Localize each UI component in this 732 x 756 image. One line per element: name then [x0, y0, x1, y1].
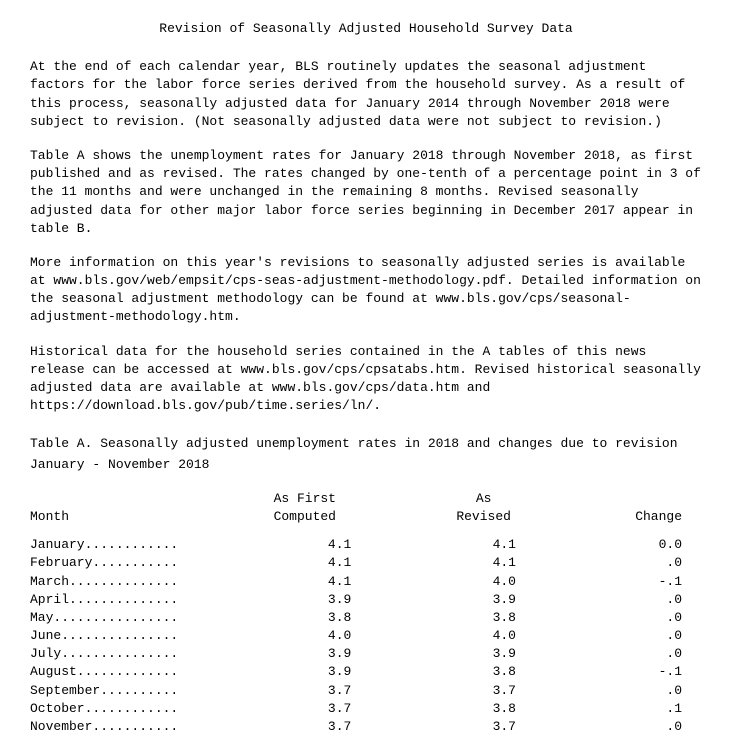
table-row: June...............4.04.0.0	[30, 627, 702, 645]
cell-change: .0	[566, 645, 702, 663]
paragraph-1: At the end of each calendar year, BLS ro…	[30, 58, 702, 131]
table-row: November...........3.73.7.0	[30, 718, 702, 736]
cell-month: July...............	[30, 645, 208, 663]
cell-change: .0	[566, 682, 702, 700]
cell-first: 3.9	[208, 591, 401, 609]
table-row: April..............3.93.9.0	[30, 591, 702, 609]
cell-change: .0	[566, 591, 702, 609]
table-row: February...........4.14.1.0	[30, 554, 702, 572]
cell-revised: 3.7	[401, 718, 566, 736]
cell-revised: 3.9	[401, 591, 566, 609]
header-change: Change	[566, 490, 702, 536]
table-row: October............3.73.8.1	[30, 700, 702, 718]
table-row: August.............3.93.8-.1	[30, 663, 702, 681]
cell-revised: 4.0	[401, 573, 566, 591]
cell-first: 3.7	[208, 682, 401, 700]
cell-revised: 3.8	[401, 609, 566, 627]
table-row: March..............4.14.0-.1	[30, 573, 702, 591]
cell-revised: 3.8	[401, 700, 566, 718]
cell-first: 4.1	[208, 573, 401, 591]
cell-first: 4.1	[208, 536, 401, 554]
table-subtitle: January - November 2018	[30, 456, 702, 474]
cell-revised: 3.8	[401, 663, 566, 681]
cell-change: .1	[566, 700, 702, 718]
table-title: Table A. Seasonally adjusted unemploymen…	[30, 435, 702, 453]
cell-revised: 3.9	[401, 645, 566, 663]
cell-revised: 4.1	[401, 536, 566, 554]
cell-month: January............	[30, 536, 208, 554]
table-row: July...............3.93.9.0	[30, 645, 702, 663]
cell-month: April..............	[30, 591, 208, 609]
cell-first: 3.8	[208, 609, 401, 627]
cell-first: 3.7	[208, 700, 401, 718]
document-title: Revision of Seasonally Adjusted Househol…	[30, 20, 702, 38]
cell-month: November...........	[30, 718, 208, 736]
cell-change: .0	[566, 627, 702, 645]
cell-first: 4.1	[208, 554, 401, 572]
cell-first: 4.0	[208, 627, 401, 645]
cell-change: .0	[566, 718, 702, 736]
cell-month: May................	[30, 609, 208, 627]
cell-month: June...............	[30, 627, 208, 645]
cell-month: September..........	[30, 682, 208, 700]
paragraph-4: Historical data for the household series…	[30, 343, 702, 416]
cell-revised: 4.1	[401, 554, 566, 572]
cell-revised: 3.7	[401, 682, 566, 700]
cell-change: -.1	[566, 573, 702, 591]
cell-month: March..............	[30, 573, 208, 591]
unemployment-table: Month As First Computed As Revised Chang…	[30, 490, 702, 736]
table-row: September..........3.73.7.0	[30, 682, 702, 700]
paragraph-3: More information on this year's revision…	[30, 254, 702, 327]
cell-first: 3.9	[208, 645, 401, 663]
header-first: As First Computed	[208, 490, 401, 536]
cell-change: 0.0	[566, 536, 702, 554]
cell-month: February...........	[30, 554, 208, 572]
paragraph-2: Table A shows the unemployment rates for…	[30, 147, 702, 238]
cell-change: .0	[566, 554, 702, 572]
header-revised: As Revised	[401, 490, 566, 536]
cell-month: August.............	[30, 663, 208, 681]
header-month: Month	[30, 490, 208, 536]
table-row: May................3.83.8.0	[30, 609, 702, 627]
cell-change: -.1	[566, 663, 702, 681]
cell-first: 3.7	[208, 718, 401, 736]
table-row: January............4.14.10.0	[30, 536, 702, 554]
cell-change: .0	[566, 609, 702, 627]
cell-month: October............	[30, 700, 208, 718]
cell-first: 3.9	[208, 663, 401, 681]
cell-revised: 4.0	[401, 627, 566, 645]
